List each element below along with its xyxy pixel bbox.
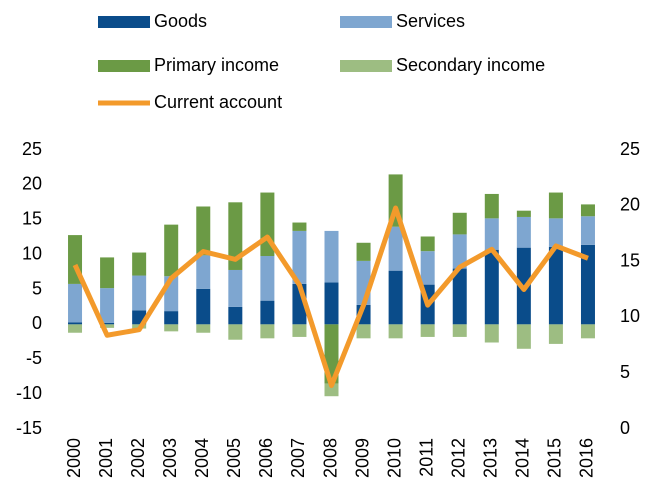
bar (452, 268, 467, 325)
x-tick-label: 2016 (577, 438, 597, 478)
x-tick-label: 2001 (96, 438, 116, 478)
bar (228, 324, 243, 340)
y-tick-label: -15 (16, 418, 42, 438)
y2-tick-label: 25 (620, 139, 640, 159)
x-tick-label: 2006 (256, 438, 276, 478)
bar (388, 270, 403, 325)
bar (420, 236, 435, 252)
bar (324, 230, 339, 283)
bar (484, 324, 499, 343)
line (72, 205, 589, 388)
y-tick-label: 15 (22, 209, 42, 229)
y-tick-label: 0 (32, 313, 42, 333)
bar (420, 324, 435, 337)
y-tick-label: 25 (22, 139, 42, 159)
bar (484, 218, 499, 250)
bar (580, 216, 595, 245)
x-tick-label: 2000 (64, 438, 84, 478)
y2-tick-label: 10 (620, 306, 640, 326)
bar (452, 234, 467, 269)
y-tick-label: 10 (22, 243, 42, 263)
bar (356, 324, 371, 339)
bar (196, 288, 211, 325)
legend-swatch (98, 60, 150, 72)
bar (548, 192, 563, 219)
bar (260, 324, 275, 339)
x-tick-label: 2015 (545, 438, 565, 478)
y-tick-label: -10 (16, 383, 42, 403)
y2-tick-label: 20 (620, 195, 640, 215)
bar (164, 324, 179, 332)
legend-label: Primary income (154, 55, 279, 75)
bar (516, 216, 531, 248)
x-tick-label: 2004 (192, 438, 212, 478)
x-tick-label: 2008 (320, 438, 340, 478)
bar (228, 269, 243, 307)
bar (548, 324, 563, 344)
bar (452, 324, 467, 337)
bar (100, 324, 115, 328)
bar (388, 226, 403, 271)
x-tick-label: 2014 (513, 438, 533, 478)
y-tick-label: 20 (22, 174, 42, 194)
bar (484, 249, 499, 325)
bar (100, 288, 115, 323)
x-tick-label: 2009 (352, 438, 372, 478)
legend-label: Services (396, 11, 465, 31)
bar (196, 255, 211, 289)
legend-swatch (340, 16, 392, 28)
bar (324, 383, 339, 397)
bar (420, 251, 435, 285)
legend-swatch (340, 60, 392, 72)
bar (68, 322, 83, 325)
bar (132, 275, 147, 311)
bar (68, 283, 83, 323)
x-tick-label: 2002 (128, 438, 148, 478)
x-tick-label: 2013 (481, 438, 501, 478)
bar (580, 244, 595, 325)
legend-label: Current account (154, 92, 282, 112)
bar (292, 324, 307, 337)
y2-tick-label: 5 (620, 362, 630, 382)
x-tick-label: 2007 (288, 438, 308, 478)
x-tick-label: 2003 (160, 438, 180, 478)
bar (324, 282, 339, 325)
bar (516, 210, 531, 217)
y2-tick-label: 0 (620, 418, 630, 438)
x-tick-label: 2011 (416, 438, 436, 477)
bar (388, 324, 403, 339)
x-tick-label: 2010 (384, 438, 404, 478)
x-tick-label: 2005 (224, 438, 244, 478)
bar (260, 256, 275, 301)
bar (196, 324, 211, 333)
x-tick-label: 2012 (448, 438, 468, 478)
bar (228, 306, 243, 325)
legend-label: Secondary income (396, 55, 545, 75)
bar (292, 230, 307, 284)
bar (580, 324, 595, 339)
bar (580, 204, 595, 217)
bar (100, 257, 115, 289)
bar (196, 206, 211, 256)
bar (548, 218, 563, 247)
bar (452, 212, 467, 235)
bar (292, 222, 307, 231)
bar (100, 322, 115, 325)
legend-label: Goods (154, 11, 207, 31)
bar (548, 246, 563, 325)
bar (516, 324, 531, 349)
y-tick-label: -5 (26, 348, 42, 368)
legend-swatch (98, 16, 150, 28)
bar (68, 324, 83, 333)
bar (164, 311, 179, 325)
bar (228, 202, 243, 270)
y-tick-label: 5 (32, 278, 42, 298)
bar (164, 224, 179, 277)
bar (356, 242, 371, 261)
bar (132, 252, 147, 276)
bar (260, 300, 275, 325)
bar (484, 193, 499, 219)
y2-tick-label: 15 (620, 250, 640, 270)
